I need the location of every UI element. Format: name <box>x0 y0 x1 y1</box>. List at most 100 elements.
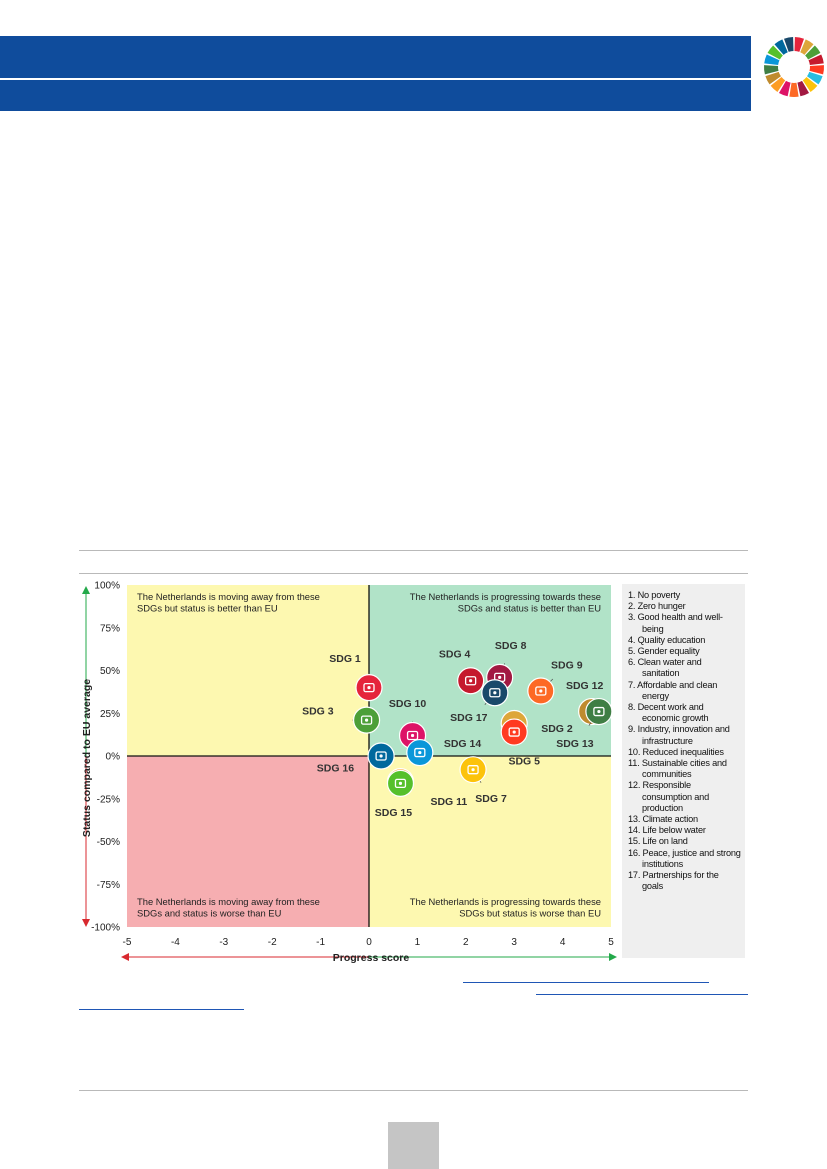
wheel-segment <box>805 45 821 60</box>
sdg-scatter-chart: -5 -4 -3 -2 -1 0 1 2 3 4 5 100% 75% 50% 25% 0% -25% -50% -… <box>81 581 617 964</box>
sdg-label-1: SDG 1 <box>329 653 361 665</box>
sdg-point-13: SDG 13 <box>556 697 613 750</box>
sdg-point-15: SDG 15 <box>375 769 415 819</box>
equality-icon <box>406 730 419 741</box>
source-link-line-2[interactable] <box>536 994 748 995</box>
x-tick-label: 3 <box>511 937 517 948</box>
sdg-label-13: SDG 13 <box>556 738 594 750</box>
y-tick-label: -100% <box>91 923 120 934</box>
legend-item: 8. Decent work and economic growth <box>628 702 709 724</box>
flower-icon <box>489 688 501 698</box>
y-axis-label: Status compared to EU average <box>81 679 93 837</box>
y-tick-label: -50% <box>97 837 120 848</box>
sdg-point-3: SDG 3 <box>302 706 381 734</box>
sdg-legend: 1. No poverty 2. Zero hunger 3. Good healt… <box>622 584 745 958</box>
sdg-point-5: SDG 5 <box>500 718 540 768</box>
y-tick-label: 75% <box>100 623 120 634</box>
sdg-label-8: SDG 8 <box>495 640 527 652</box>
wheel-segment <box>764 65 779 75</box>
fish-icon <box>414 747 426 758</box>
legend-item: 9. Industry, innovation and infrastructu… <box>628 724 730 746</box>
y-tick-label: 100% <box>94 581 120 592</box>
sun-icon <box>467 765 479 775</box>
sdg-label-4: SDG 4 <box>439 648 471 660</box>
wheel-segment <box>797 80 810 97</box>
y-tick-label: -25% <box>97 794 120 805</box>
header-band-top <box>0 36 751 78</box>
x-tick-label: 2 <box>463 937 469 948</box>
wheel-segment <box>807 71 823 85</box>
legend-item: 5. Gender equality <box>628 646 700 657</box>
sdg-label-9: SDG 9 <box>551 660 583 672</box>
y-tick-label: 50% <box>100 666 120 677</box>
sdg-label-12: SDG 12 <box>566 680 604 692</box>
wheel-segment <box>800 39 814 55</box>
header-band-bottom <box>0 80 751 111</box>
legend-item: 4. Quality education <box>628 634 706 645</box>
x-tick-label: 1 <box>415 937 421 948</box>
wheel-segment <box>808 54 824 66</box>
x-tick-label: 4 <box>560 937 566 948</box>
wheel-segment <box>774 39 788 55</box>
legend-item: 1. No poverty <box>628 590 681 600</box>
legend-item: 17. Partnerships for the goals <box>628 870 719 892</box>
legend-item: 12. Responsible consumption and producti… <box>628 780 709 813</box>
book-icon <box>464 676 477 686</box>
quadrant-caption-top-left: The Netherlands is moving away from thes… <box>137 591 320 614</box>
tree-icon <box>394 778 407 789</box>
x-tick-label: -1 <box>316 937 325 948</box>
sdg-label-2: SDG 2 <box>541 723 573 735</box>
legend-item: 13. Climate action <box>628 814 698 825</box>
y-tick-label: -75% <box>97 880 120 891</box>
sdg-point-1: SDG 1 <box>329 653 383 702</box>
x-tick-label: 0 <box>366 937 372 948</box>
sdg-label-7: SDG 7 <box>475 793 507 805</box>
quadrant-caption-top-right: The Netherlands is progressing towards t… <box>410 591 601 614</box>
source-link-line-3[interactable] <box>79 1009 244 1010</box>
sdg-point-14: SDG 14 <box>406 738 481 767</box>
legend-item: 3. Good health and well-being <box>628 612 723 634</box>
wheel-segment <box>770 77 786 93</box>
quadrant-caption-bottom-left: The Netherlands is moving away from thes… <box>137 896 320 919</box>
x-tick-label: -5 <box>123 937 132 948</box>
y-tick-label: 0% <box>106 752 121 763</box>
x-tick-label: -2 <box>268 937 277 948</box>
sdg-point-16: SDG 16 <box>317 742 395 775</box>
eye-icon <box>593 706 605 717</box>
wheel-segment <box>802 77 818 93</box>
legend-item: 11. Sustainable cities and communities <box>628 758 727 780</box>
quadrant-caption-bottom-right: The Netherlands is progressing towards t… <box>410 896 601 919</box>
legend-item: 7. Affordable and clean energy <box>628 679 718 701</box>
source-link-line-1[interactable] <box>463 982 709 983</box>
wheel-segment <box>765 71 781 85</box>
legend-item: 6. Clean water and sanitation <box>628 657 702 679</box>
sdg-label-15: SDG 15 <box>375 807 413 819</box>
wheel-segment <box>764 54 780 66</box>
page-number-box <box>388 1122 439 1169</box>
wheel-segment <box>809 65 824 75</box>
sdg-label-5: SDG 5 <box>508 756 540 768</box>
wheel-segment <box>789 82 799 97</box>
sdg-label-17: SDG 17 <box>450 712 488 724</box>
footer-rule <box>79 1090 748 1091</box>
cubes-icon <box>535 686 547 696</box>
wheel-segment <box>778 80 791 97</box>
sdg-label-11: SDG 11 <box>430 796 467 808</box>
figure-top-rule <box>79 550 748 551</box>
x-tick-label: -4 <box>171 937 180 948</box>
x-tick-label: -3 <box>219 937 228 948</box>
legend-item: 16. Peace, justice and strong institutio… <box>628 847 741 869</box>
sdg-wheel-logo <box>764 37 824 97</box>
legend-item: 2. Zero hunger <box>628 601 686 612</box>
wheel-segment <box>794 37 804 52</box>
quadrant-top-left <box>127 585 369 756</box>
people-icon <box>363 682 375 693</box>
sdg-label-10: SDG 10 <box>389 698 427 710</box>
dove-icon <box>375 751 387 761</box>
sdg-label-16: SDG 16 <box>317 763 355 775</box>
wheel-segment <box>784 37 794 52</box>
gender-icon <box>508 727 520 737</box>
y-tick-label: 25% <box>100 709 120 720</box>
legend-item: 15. Life on land <box>628 836 688 847</box>
legend-item: 10. Reduced inequalities <box>628 746 724 757</box>
